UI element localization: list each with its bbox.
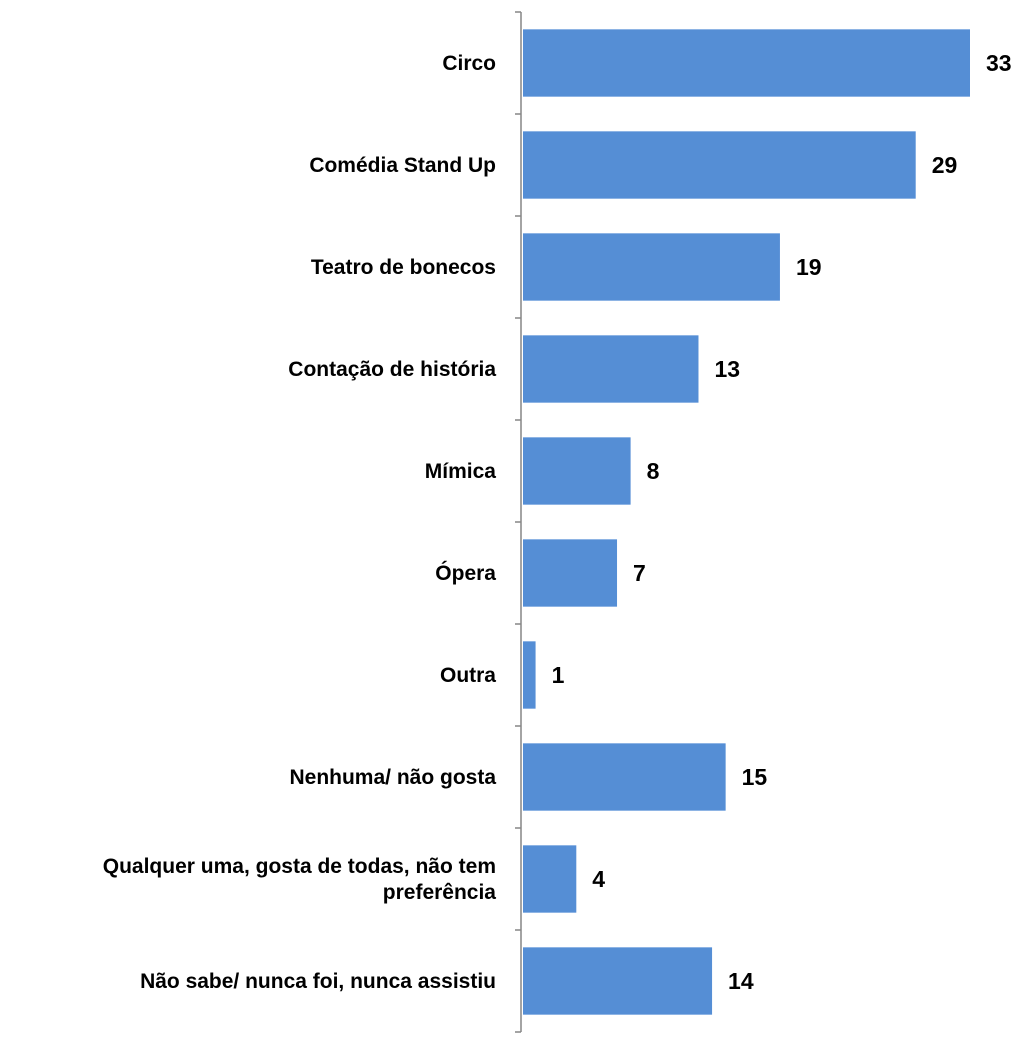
bar-3 [523,233,780,301]
labels-layer: 33 Circo 29 Comédia Stand Up 19 Teatro de bon… [103,50,1012,994]
axis-layer [515,11,522,1033]
bar-9 [523,845,577,913]
data-label-4: 13 [714,356,740,382]
bar-1 [523,29,970,97]
bars-layer [523,29,970,1015]
category-label-7: Outra [440,664,496,687]
data-label-2: 29 [932,152,958,178]
bar-5 [523,437,631,505]
category-label-9: Qualquer uma, gosta de todas, não tem pre… [103,855,497,904]
bar-6 [523,539,618,607]
data-label-6: 7 [633,560,646,586]
bar-4 [523,335,699,403]
bar-7 [523,641,536,709]
data-label-10: 14 [728,968,754,994]
bar-10 [523,947,713,1015]
category-label-10: Não sabe/ nunca foi, nunca assistiu [140,970,496,993]
data-label-5: 8 [647,458,660,484]
data-label-3: 19 [796,254,822,280]
bar-2 [523,131,916,199]
category-label-5: Mímica [425,460,497,483]
category-label-4: Contação de história [288,358,496,381]
category-label-3: Teatro de bonecos [311,256,496,279]
data-label-7: 1 [552,662,565,688]
category-label-1: Circo [442,52,496,75]
category-label-8: Nenhuma/ não gosta [289,766,496,789]
bar-8 [523,743,726,811]
category-label-2: Comédia Stand Up [309,154,496,177]
data-label-8: 15 [742,764,768,790]
category-label-6: Ópera [435,561,496,585]
data-label-9: 4 [592,866,605,892]
data-label-1: 33 [986,50,1012,76]
